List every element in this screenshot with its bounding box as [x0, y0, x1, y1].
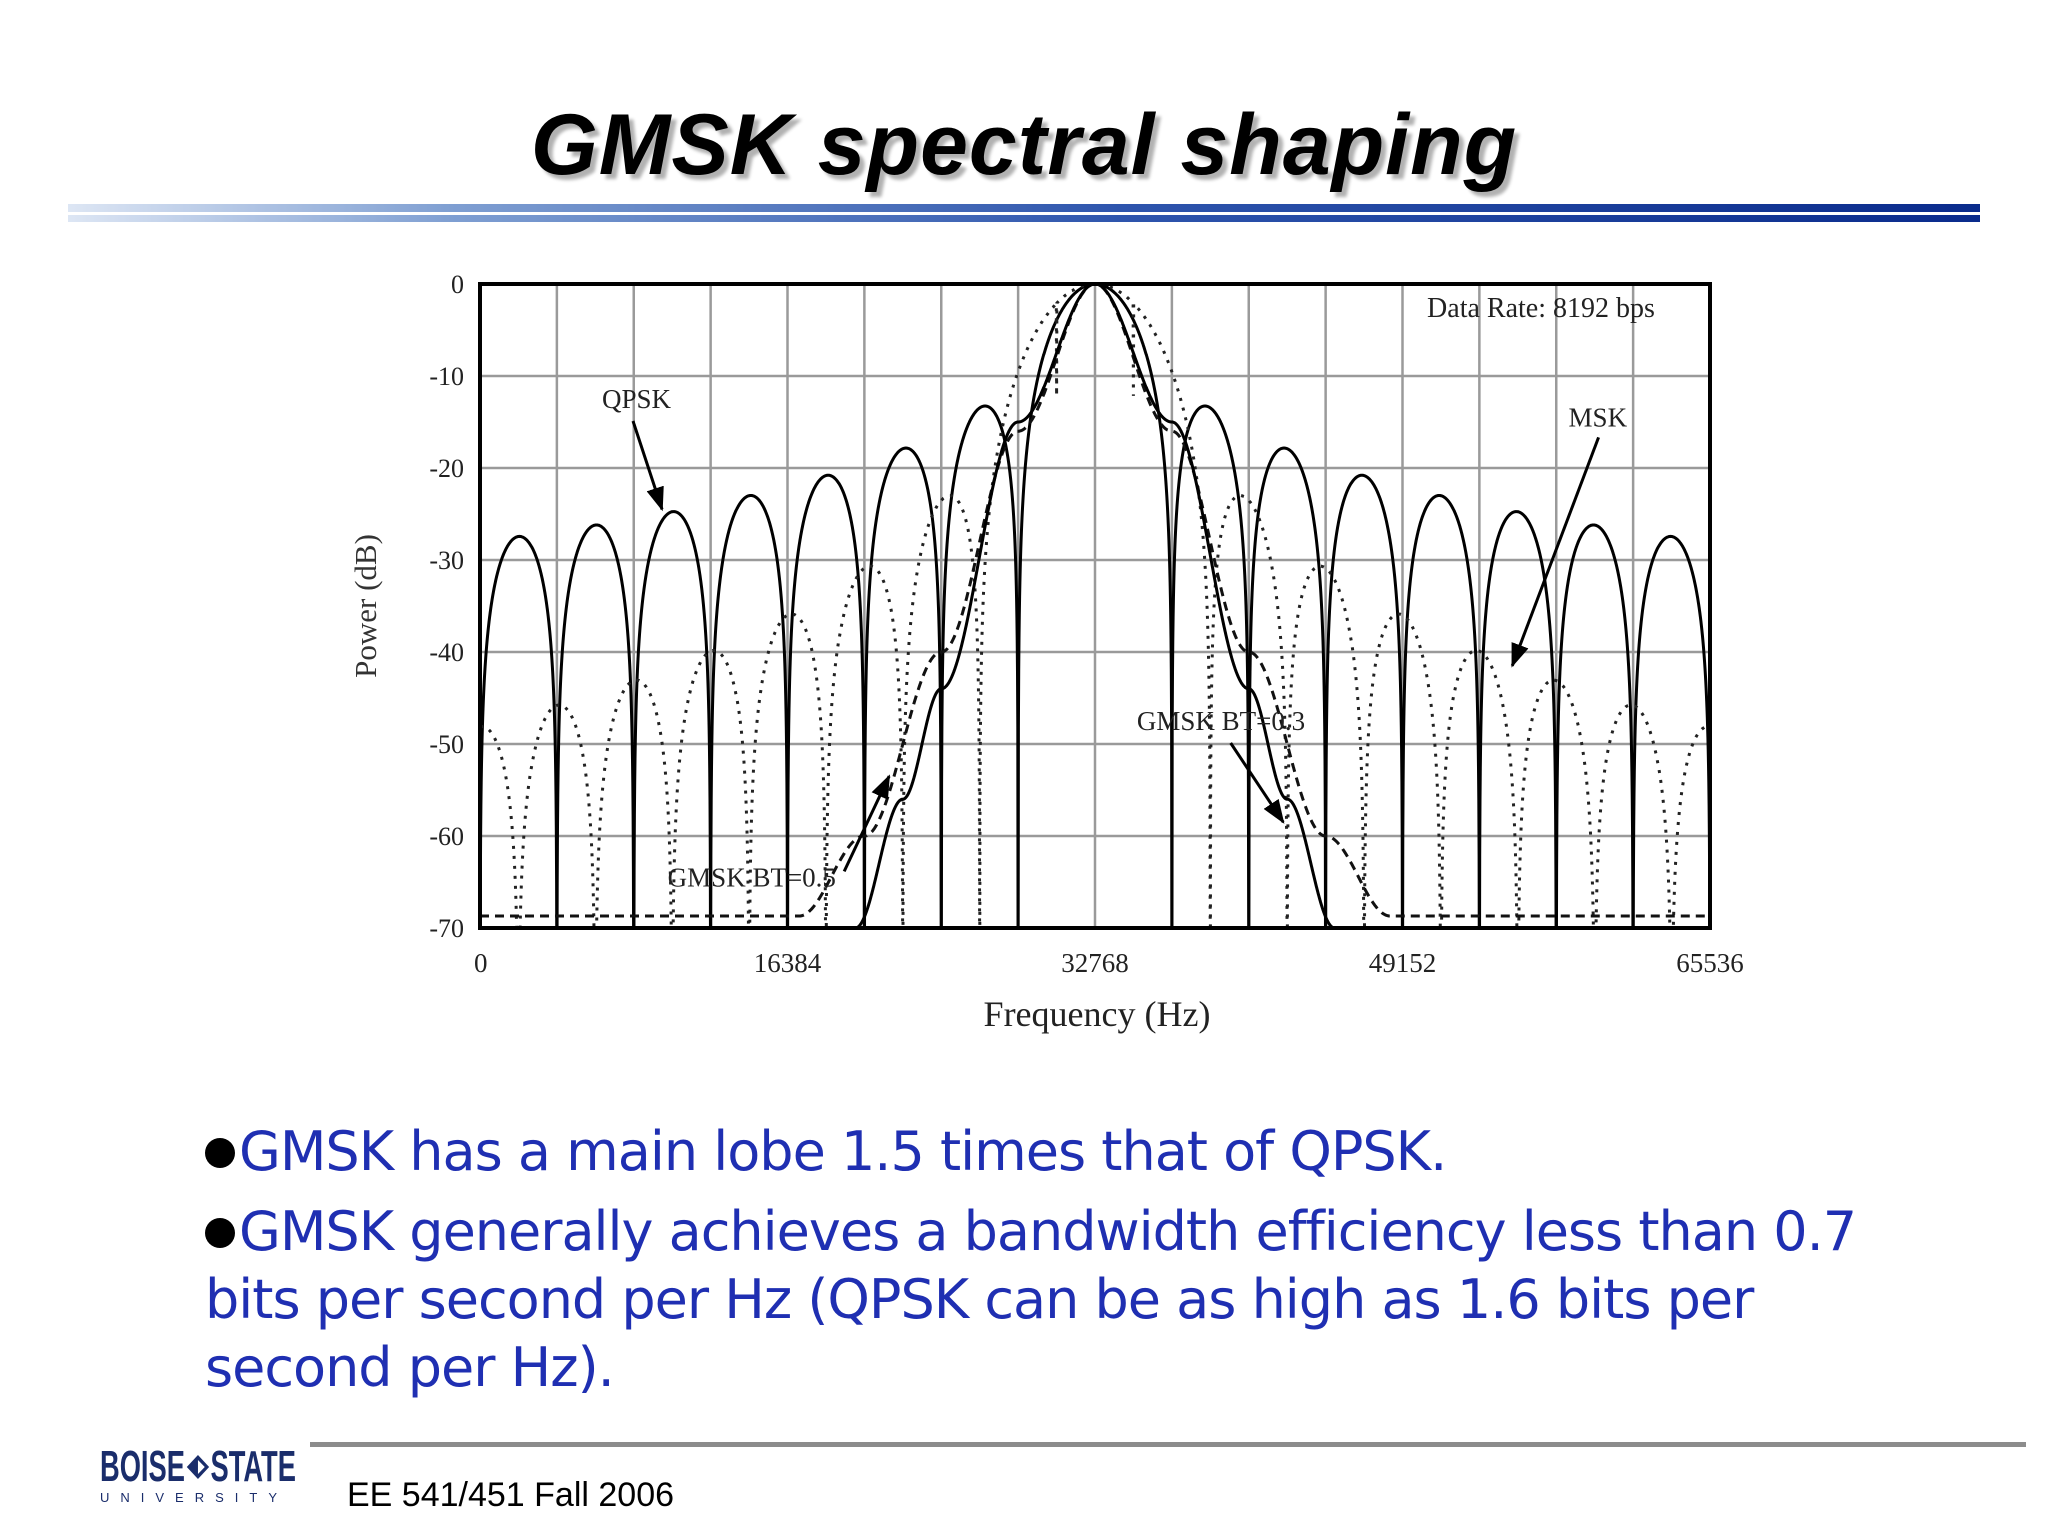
slide-title: GMSK spectral shaping	[530, 97, 1518, 193]
bullet-text: GMSK has a main lobe 1.5 times that of Q…	[239, 1120, 1447, 1183]
x-tick-label: 65536	[1676, 948, 1744, 978]
bullet-item: GMSK generally achieves a bandwidth effi…	[205, 1198, 1905, 1402]
annotation-arrow	[842, 774, 891, 873]
y-tick-label: -70	[429, 914, 464, 943]
logo-word-right: STATE	[210, 1442, 296, 1491]
bullet-item: GMSK has a main lobe 1.5 times that of Q…	[205, 1118, 1905, 1186]
course-label: EE 541/451 Fall 2006	[347, 1476, 675, 1514]
annotation-label: GMSK BT=0.5	[668, 862, 836, 892]
annotation-label: QPSK	[602, 384, 672, 414]
university-logo: BOISE STATE UNIVERSITY	[100, 1444, 296, 1510]
y-tick-label: -40	[429, 638, 464, 667]
x-tick-label: 0	[474, 948, 488, 978]
plot-frame	[478, 282, 1712, 930]
chart-grid	[480, 284, 1710, 928]
x-axis-label: Frequency (Hz)	[984, 994, 1211, 1034]
chart-axes: 0 -10 -20 -30 -40 -50 -60 -70 0 16384 32768 49152 65…	[348, 270, 1744, 1034]
annotation-arrow	[1229, 742, 1285, 824]
annotation-label: MSK	[1569, 402, 1628, 432]
title-underline	[68, 204, 1980, 222]
y-tick-label: -30	[429, 546, 464, 575]
y-tick-label: -10	[429, 362, 464, 391]
x-tick-label: 16384	[754, 948, 822, 978]
y-tick-label: -20	[429, 454, 464, 483]
y-tick-label: -50	[429, 730, 464, 759]
x-tick-label: 32768	[1061, 948, 1129, 978]
annotation-arrow	[631, 420, 664, 512]
chart-series	[480, 284, 1710, 928]
series-line-gmsk-bt-0-5	[480, 284, 1710, 918]
bronco-diamond-icon	[186, 1455, 209, 1479]
logo-word-left: BOISE	[100, 1442, 185, 1491]
bullet-dot-icon	[205, 1218, 235, 1248]
spectrum-chart: 0 -10 -20 -30 -40 -50 -60 -70 0 16384 32768 49152 65…	[348, 270, 1744, 1034]
bullet-text: GMSK generally achieves a bandwidth effi…	[205, 1200, 1857, 1399]
footer-divider	[310, 1442, 2026, 1447]
annotation-arrow	[1510, 436, 1600, 668]
annotation-label: GMSK BT=0.3	[1137, 706, 1305, 736]
x-tick-label: 49152	[1369, 948, 1437, 978]
bullet-dot-icon	[205, 1138, 235, 1168]
bullet-list: GMSK has a main lobe 1.5 times that of Q…	[205, 1118, 1905, 1414]
data-rate-label: Data Rate: 8192 bps	[1427, 293, 1655, 324]
y-tick-label: 0	[451, 270, 464, 299]
y-tick-label: -60	[429, 822, 464, 851]
series-line-qpsk	[480, 284, 1710, 928]
y-axis-label: Power (dB)	[348, 534, 383, 678]
logo-subtitle: UNIVERSITY	[100, 1490, 289, 1505]
chart-annotations: Data Rate: 8192 bps QPSK MSK GMSK BT=0.3 GMS…	[602, 293, 1655, 892]
